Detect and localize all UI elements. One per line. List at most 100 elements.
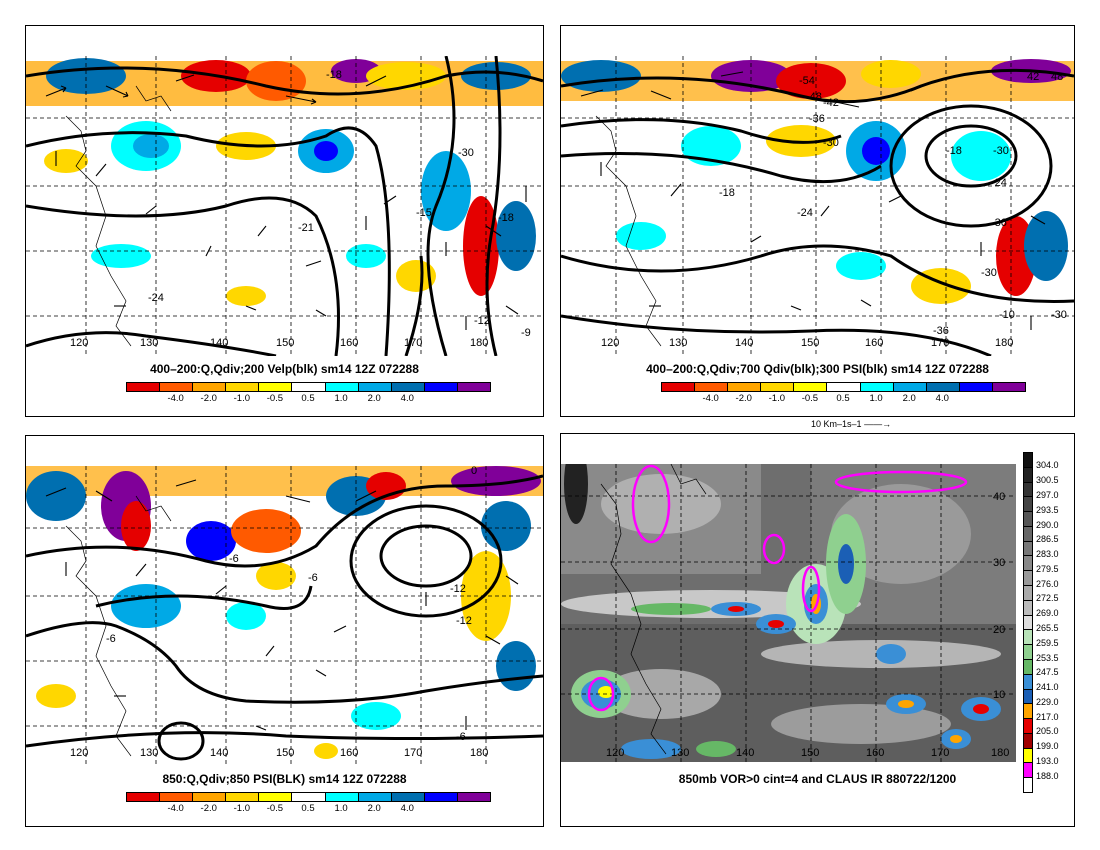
- velocity-potential-contours: [26, 56, 543, 356]
- ir-colorbar-label: 259.5: [1036, 637, 1059, 648]
- lon-label: 130: [140, 747, 158, 759]
- lon-label: 120: [70, 747, 88, 759]
- ir-colorbar-swatch: [1023, 540, 1033, 557]
- colorbar-label: 1.0: [869, 393, 883, 404]
- contour-labels: -18 -30 -21 -15 -24 -18 -12 -9: [148, 69, 531, 339]
- vector-reference-label: 10 Km–1s–1: [811, 419, 862, 429]
- contour-label: -10: [999, 309, 1015, 321]
- lon-label: 150: [276, 337, 294, 349]
- map-svg-2: -54 -48 -42 -36 -30 -18 -30 -24 -18 -24 …: [561, 56, 1074, 356]
- longitude-labels: 120 130 140 150 160 170 180: [606, 747, 1009, 759]
- colorbar-label: -4.0: [167, 393, 184, 404]
- longitude-labels: 120 130 140 150 160 170 180: [70, 337, 488, 349]
- lat-label: 30: [993, 557, 1005, 569]
- ir-colorbar-label: 217.0: [1036, 711, 1059, 722]
- colorbar-swatch: [390, 382, 425, 392]
- lon-label: 150: [801, 337, 819, 349]
- lon-label: 140: [210, 337, 228, 349]
- colorbar-swatch: [925, 382, 960, 392]
- lon-label: 180: [470, 747, 488, 759]
- ir-colorbar-label: 283.0: [1036, 549, 1059, 560]
- longitude-labels: 120 130 140 150 160 170 180: [601, 337, 1013, 349]
- colorbar-label: -0.5: [266, 393, 284, 404]
- colorbar-label: -2.0: [735, 393, 752, 404]
- colorbar-swatch: [291, 792, 326, 802]
- ir-colorbar: 304.0 300.5 297.0 293.5 290.0 286.5 283.0 279.5…: [1023, 452, 1071, 793]
- colorbar-swatch: [357, 382, 392, 392]
- lon-label: 160: [340, 337, 358, 349]
- panel-caption: 400–200:Q,Qdiv;200 Velp(blk) sm14 12Z 07…: [150, 362, 419, 376]
- ir-colorbar-label: 290.0: [1036, 519, 1059, 530]
- contour-label: -30: [823, 137, 839, 149]
- colorbar-swatch: [192, 382, 227, 392]
- lon-label: 160: [866, 747, 884, 759]
- ir-colorbar-swatch: [1023, 525, 1033, 542]
- ir-colorbar-swatch: [1023, 614, 1033, 631]
- lat-lon-grid: [561, 56, 1074, 356]
- contour-label: -6: [229, 553, 239, 565]
- contour-label: -15: [416, 207, 432, 219]
- ir-colorbar-swatch: [1023, 688, 1033, 705]
- lon-label: 170: [404, 747, 422, 759]
- colorbar-label: 0.5: [836, 393, 850, 404]
- panel-upper-q-qdiv-velp: -18 -30 -21 -15 -24 -18 -12 -9 120 130 1…: [25, 25, 544, 417]
- lon-label: 140: [210, 747, 228, 759]
- ir-colorbar-swatch: [1023, 629, 1033, 646]
- streamfunction-contours: [561, 68, 1074, 356]
- lon-label: 150: [801, 747, 819, 759]
- lat-label: 48: [1051, 71, 1063, 83]
- contour-label: -30: [458, 147, 474, 159]
- lat-lon-grid: [561, 464, 1016, 762]
- contour-label: -24: [991, 177, 1007, 189]
- colorbar-swatch: [324, 382, 359, 392]
- colorbar-label: 2.0: [367, 803, 381, 814]
- contour-label: -18: [946, 145, 962, 157]
- colorbar-swatch: [456, 382, 491, 392]
- colorbar-swatch: [694, 382, 729, 392]
- colorbar-label: -1.0: [768, 393, 785, 404]
- contour-label: -6: [106, 633, 116, 645]
- latitude-labels: 40 30 20 10: [993, 491, 1005, 701]
- contour-label: -30: [1051, 309, 1067, 321]
- ir-colorbar-label: 272.5: [1036, 593, 1059, 604]
- colorbar-swatch: [225, 792, 260, 802]
- colorbar-swatch: [324, 792, 359, 802]
- ir-colorbar-swatch: [1023, 452, 1033, 468]
- wind-vectors: [580, 71, 1046, 330]
- colorbar-swatch: [225, 382, 260, 392]
- ir-colorbar-label: 276.0: [1036, 578, 1059, 589]
- ir-colorbar-swatch: [1023, 747, 1033, 764]
- lon-label: 130: [140, 337, 158, 349]
- colorbar-label: 4.0: [400, 803, 414, 814]
- lon-label: 120: [606, 747, 624, 759]
- colorbar-swatch: [423, 792, 458, 802]
- lat-lon-grid: [26, 56, 543, 356]
- map-panel-2: -54 -48 -42 -36 -30 -18 -30 -24 -18 -24 …: [561, 56, 1074, 356]
- colorbar-swatch: [126, 382, 161, 392]
- contour-labels: -6 -6 -12 -12 -6 0 -6: [106, 466, 477, 743]
- ir-colorbar-label: 304.0: [1036, 460, 1059, 471]
- colorbar-label: 4.0: [935, 393, 949, 404]
- colorbar-label: 2.0: [367, 393, 381, 404]
- ir-colorbar-label: 205.0: [1036, 726, 1059, 737]
- contour-label: -36: [991, 217, 1007, 229]
- colorbar-swatch: [826, 382, 861, 392]
- ir-colorbar-label: 297.0: [1036, 489, 1059, 500]
- colorbar-label: 1.0: [334, 803, 348, 814]
- lat-label: 40: [993, 491, 1005, 503]
- lon-label: 170: [931, 337, 949, 349]
- lon-label: 170: [931, 747, 949, 759]
- lon-label: 180: [991, 747, 1009, 759]
- ir-colorbar-swatch: [1023, 599, 1033, 616]
- panel-caption: 850:Q,Qdiv;850 PSI(BLK) sm14 12Z 072288: [162, 772, 407, 786]
- ir-colorbar-swatch: [1023, 703, 1033, 720]
- lon-label: 130: [671, 747, 689, 759]
- colorbar-swatch: [258, 792, 293, 802]
- ir-colorbar-swatch: [1023, 466, 1033, 483]
- lon-label: 160: [340, 747, 358, 759]
- lon-label: 140: [736, 747, 754, 759]
- colorbar-swatch: [727, 382, 762, 392]
- colorbar-label: -4.0: [702, 393, 719, 404]
- contour-label: -9: [521, 327, 531, 339]
- ir-colorbar-label: 199.0: [1036, 741, 1059, 752]
